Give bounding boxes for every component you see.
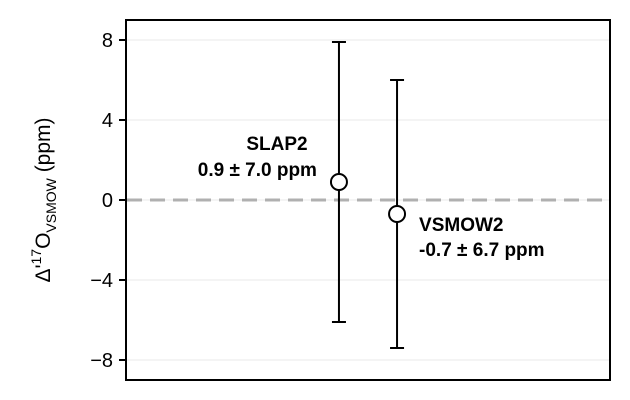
annotations: SLAP2 0.9 ± 7.0 ppm VSMOW2 -0.7 ± 6.7 ppm (198, 134, 545, 261)
y-axis-label: Δ'17OVSMOW (ppm) (28, 117, 59, 282)
y-tick-label: −8 (90, 350, 113, 372)
annotation-vsmow2: VSMOW2 -0.7 ± 6.7 ppm (419, 215, 545, 261)
point-vsmow2 (388, 79, 407, 349)
ylabel-superscript: 17 (28, 249, 44, 265)
y-tick-label: 8 (102, 30, 113, 52)
data-marker (329, 173, 348, 191)
point-value-label: 0.9 ± 7.0 ppm (198, 160, 317, 181)
y-axis-ticks: 8 4 0 −4 −8 (90, 30, 126, 372)
plot-frame (125, 19, 611, 381)
y-tick-label: 0 (102, 190, 113, 212)
data-points (329, 41, 407, 349)
data-marker (388, 205, 407, 223)
annotation-slap2: SLAP2 0.9 ± 7.0 ppm (198, 134, 317, 181)
ylabel-subscript: VSMOW (43, 177, 59, 232)
point-slap2 (329, 41, 348, 323)
ylabel-prefix: Δ' (32, 265, 55, 283)
y-tick-label: −4 (90, 270, 113, 292)
point-name-label: VSMOW2 (419, 215, 503, 236)
y-tick-label: 4 (102, 110, 113, 132)
ylabel-main: O (32, 233, 55, 249)
point-value-label: -0.7 ± 6.7 ppm (419, 240, 545, 261)
point-name-label: SLAP2 (246, 134, 307, 155)
ylabel-suffix: (ppm) (32, 117, 55, 178)
